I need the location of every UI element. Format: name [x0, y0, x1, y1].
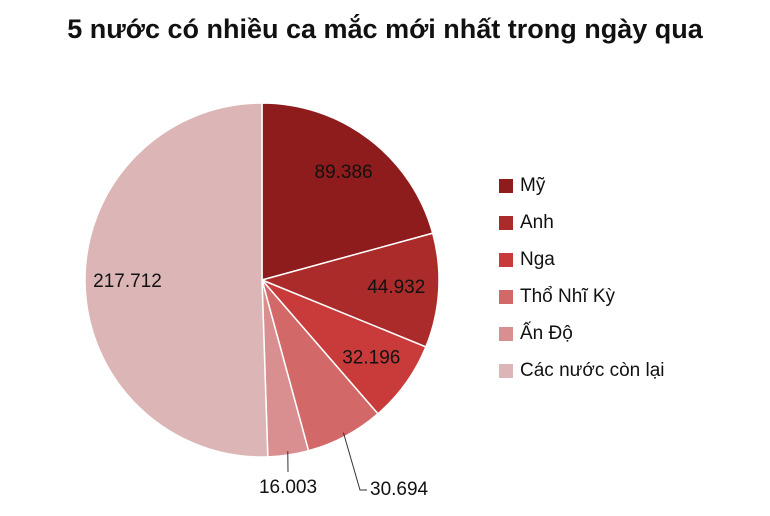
legend-label: Ấn Độ	[520, 322, 573, 344]
chart-title: 5 nước có nhiều ca mắc mới nhất trong ng…	[67, 13, 704, 44]
pie-slice	[259, 232, 440, 348]
legend-swatch	[499, 216, 513, 230]
data-label: 217.712	[93, 271, 162, 292]
leader-line	[342, 432, 367, 491]
pie-slice	[84, 102, 269, 458]
legend-label: Các nước còn lại	[520, 360, 665, 381]
data-label: 16.003	[259, 477, 317, 498]
legend-swatch	[499, 364, 513, 378]
data-label: 44.932	[367, 277, 425, 298]
legend-label: Nga	[520, 249, 555, 270]
data-label: 30.694	[370, 479, 429, 500]
data-label: 89.386	[315, 162, 373, 183]
data-label: 32.196	[342, 347, 400, 368]
legend-label: Thổ Nhĩ Kỳ	[520, 286, 616, 307]
legend-swatch	[499, 290, 513, 304]
legend-swatch	[499, 179, 513, 193]
pie-slice	[261, 102, 434, 281]
legend-label: Mỹ	[520, 175, 546, 196]
legend-swatch	[499, 327, 513, 341]
legend-label: Anh	[520, 212, 554, 233]
legend-swatch	[499, 253, 513, 267]
